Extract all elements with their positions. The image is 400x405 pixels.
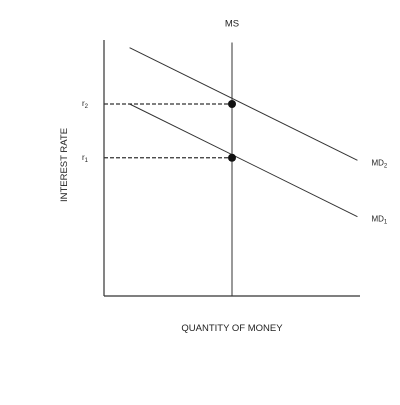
equilibrium-point-1 xyxy=(228,100,236,108)
ms-label: MS xyxy=(225,19,239,30)
md2-label: MD2 xyxy=(371,158,387,169)
md1-label: MD1 xyxy=(371,215,387,226)
equilibrium-point-2 xyxy=(228,153,236,162)
y-axis-label: INTEREST RATE xyxy=(59,128,70,202)
y-tick-r2: r2 xyxy=(82,99,89,110)
y-tick-r1: r1 xyxy=(82,153,89,164)
md2-line xyxy=(129,47,358,161)
md1-line xyxy=(129,103,358,218)
x-axis-label: QUANTITY OF MONEY xyxy=(181,323,283,334)
